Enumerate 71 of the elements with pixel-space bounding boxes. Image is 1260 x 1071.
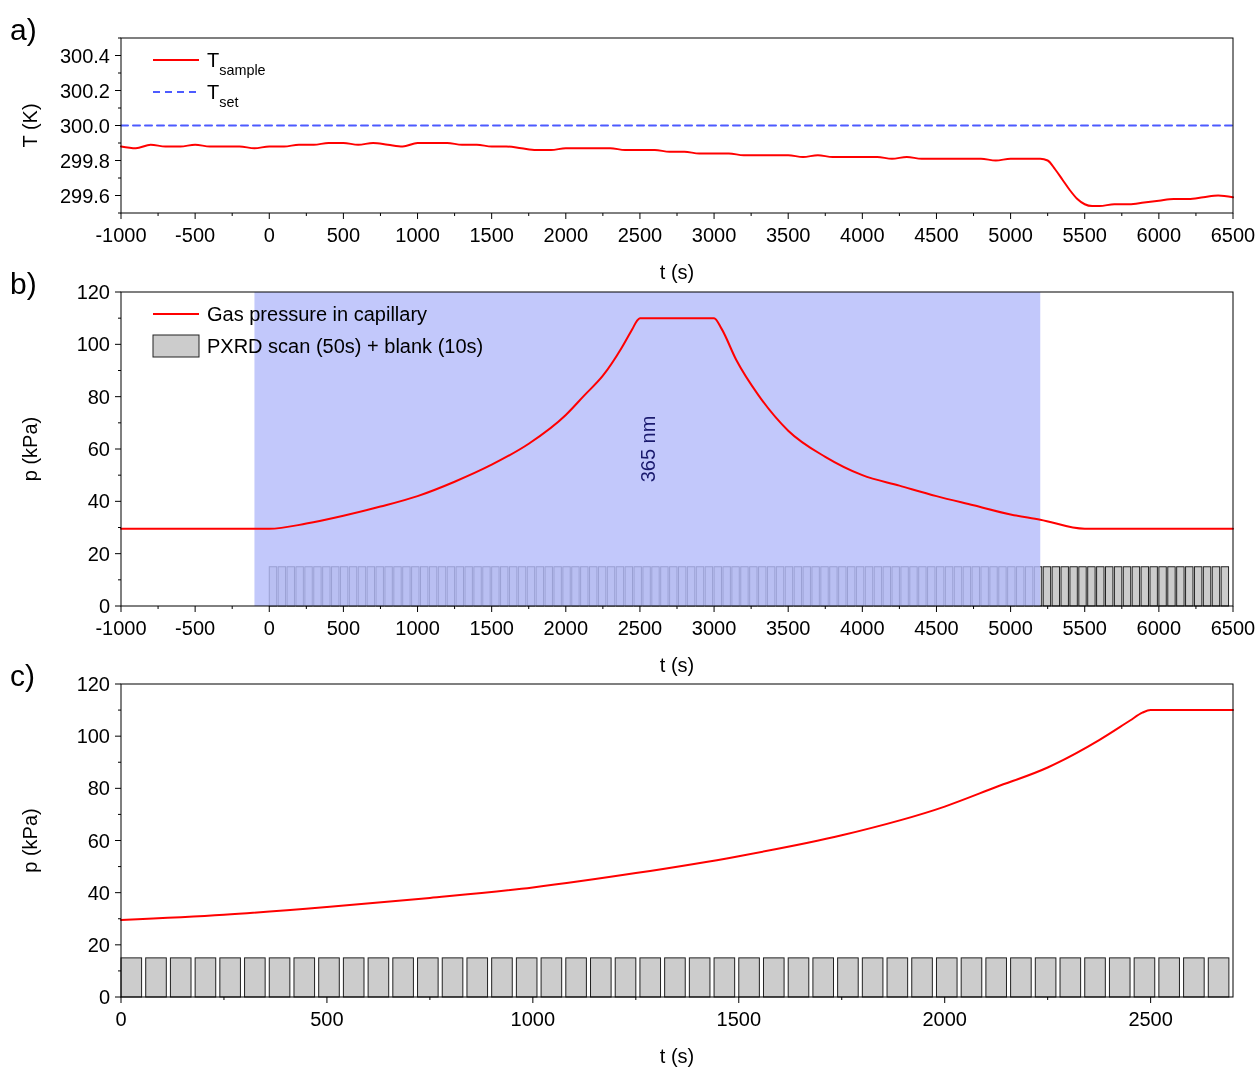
x-tick-label: 5500 [1062,224,1107,246]
x-tick-label: 0 [263,617,275,639]
x-tick-label: 3500 [765,224,811,246]
x-tick-label: 0 [115,1008,127,1030]
y-tick-label: 299.6 [59,184,110,207]
x-tick-label: 500 [310,1008,344,1030]
y-tick-label: 80 [87,777,110,800]
y-tick-label: 40 [87,490,110,513]
y-axis-title: p (kPa) [19,808,41,873]
legend-label: PXRD scan (50s) + blank (10s) [207,335,484,357]
x-tick-label: 5000 [988,224,1033,246]
y-tick-label: 120 [76,673,110,695]
x-tick-label: 6000 [1136,617,1182,639]
x-tick-label: 2500 [1128,1008,1173,1030]
x-tick-label: 4000 [840,224,885,246]
x-tick-label: 1500 [469,224,514,246]
y-tick-label: 20 [87,933,110,956]
y-axis-title: p (kPa) [19,416,41,482]
chart-title: b) [10,267,37,300]
x-axis-title: t (s) [659,261,695,283]
x-tick-label: 6500 [1210,617,1256,639]
x-tick-label: 2500 [617,224,663,246]
x-tick-label: 1000 [395,224,440,246]
x-tick-label: 1000 [510,1008,556,1030]
y-tick-label: 80 [87,385,110,408]
y-tick-label: 0 [98,986,110,1008]
x-tick-label: 5500 [1062,617,1107,639]
y-tick-label: 300.2 [59,79,110,102]
x-tick-label: 3500 [765,617,811,639]
x-tick-label: 2000 [543,617,589,639]
x-tick-label: 3000 [691,617,737,639]
band-label: 365 nm [637,415,660,483]
y-tick-label: 100 [76,333,110,356]
y-tick-label: 299.8 [59,149,110,172]
x-tick-label: 4500 [914,617,959,639]
x-tick-label: 500 [326,224,361,246]
y-tick-label: 0 [98,595,110,617]
x-tick-label: -500 [175,617,216,639]
x-tick-label: 500 [326,617,361,639]
x-tick-label: 2000 [543,224,589,246]
x-axis-title: t (s) [659,1045,695,1067]
x-tick-label: -500 [175,224,216,246]
x-tick-label: 0 [263,224,275,246]
x-axis-title: t (s) [659,654,695,676]
x-tick-label: 5000 [988,617,1033,639]
y-tick-label: 40 [87,881,110,904]
x-tick-label: 4000 [840,617,885,639]
x-tick-label: 1500 [469,617,514,639]
y-tick-label: 120 [76,281,110,303]
x-tick-label: 6000 [1136,224,1182,246]
legend-label: T$_{sample}$ [207,49,266,78]
x-tick-label: 1000 [395,617,440,639]
x-tick-label: 2500 [617,617,663,639]
y-axis-title: T (K) [19,103,41,148]
y-tick-label: 300.4 [59,44,110,67]
chart-title: c) [10,659,35,692]
y-tick-label: 100 [76,725,110,748]
x-tick-label: 3000 [691,224,737,246]
y-tick-label: 60 [87,829,110,852]
y-tick-label: 300.0 [59,114,110,137]
y-tick-label: 20 [87,542,110,565]
chart-title: a) [10,13,37,46]
x-tick-label: 4500 [914,224,959,246]
y-tick-label: 60 [87,438,110,460]
legend-label: T$_{set}$ [207,81,239,110]
x-tick-label: 1500 [716,1008,762,1030]
legend-label: Gas pressure in capillary [207,303,428,325]
x-tick-label: -1000 [95,224,147,246]
x-tick-label: -1000 [95,617,147,639]
x-tick-label: 2000 [922,1008,967,1030]
x-tick-label: 6500 [1210,224,1256,246]
